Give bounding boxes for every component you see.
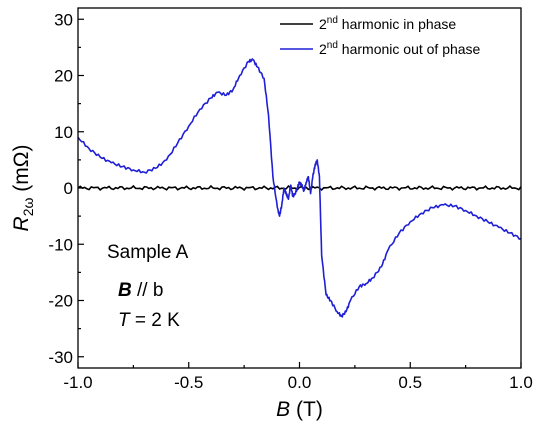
y-tick-label: 20: [54, 67, 73, 86]
y-tick-label: -20: [48, 292, 73, 311]
temp-symbol: T: [118, 310, 131, 331]
y-tick-label: 10: [54, 123, 73, 142]
y-tick-label: 30: [54, 10, 73, 29]
y-axis-subscript: 2ω: [20, 198, 36, 217]
x-axis-symbol: B: [276, 398, 290, 421]
field-annotation: B // b: [118, 280, 163, 301]
y-tick-label: 0: [64, 179, 73, 198]
x-tick-label: 0.0: [288, 373, 312, 392]
x-tick-label: -1.0: [63, 373, 92, 392]
y-axis-unit: (mΩ): [10, 145, 33, 192]
series-out-of-phase-line: [77, 58, 522, 318]
sample-annotation: Sample A: [107, 242, 189, 263]
x-tick-label: 0.5: [398, 373, 422, 392]
y-tick-label: -10: [48, 235, 73, 254]
legend: 2nd harmonic in phase 2nd harmonic out o…: [280, 15, 481, 57]
x-axis-unit: (T): [296, 398, 323, 421]
plot-frame: [77, 7, 522, 369]
series-in-phase-line: [77, 184, 522, 192]
field-symbol: B: [118, 280, 132, 301]
legend-label-in-phase: 2nd harmonic in phase: [319, 15, 456, 32]
series-layer: [77, 58, 522, 318]
x-axis-title: B (T): [276, 398, 323, 421]
x-tick-label: 1.0: [509, 373, 533, 392]
y-axis-title: R2ω (mΩ): [10, 145, 36, 232]
legend-label-out-of-phase: 2nd harmonic out of phase: [319, 40, 481, 57]
y-axis-symbol: R: [10, 216, 33, 231]
x-tick-label: -0.5: [174, 373, 203, 392]
y-tick-label: -30: [48, 348, 73, 367]
x-axis-ticks: -1.0 -0.5 0.0 0.5 1.0: [63, 362, 533, 392]
y-axis-ticks: -30 -20 -10 0 10 20 30: [48, 10, 84, 367]
temperature-annotation: T = 2 K: [118, 310, 180, 331]
